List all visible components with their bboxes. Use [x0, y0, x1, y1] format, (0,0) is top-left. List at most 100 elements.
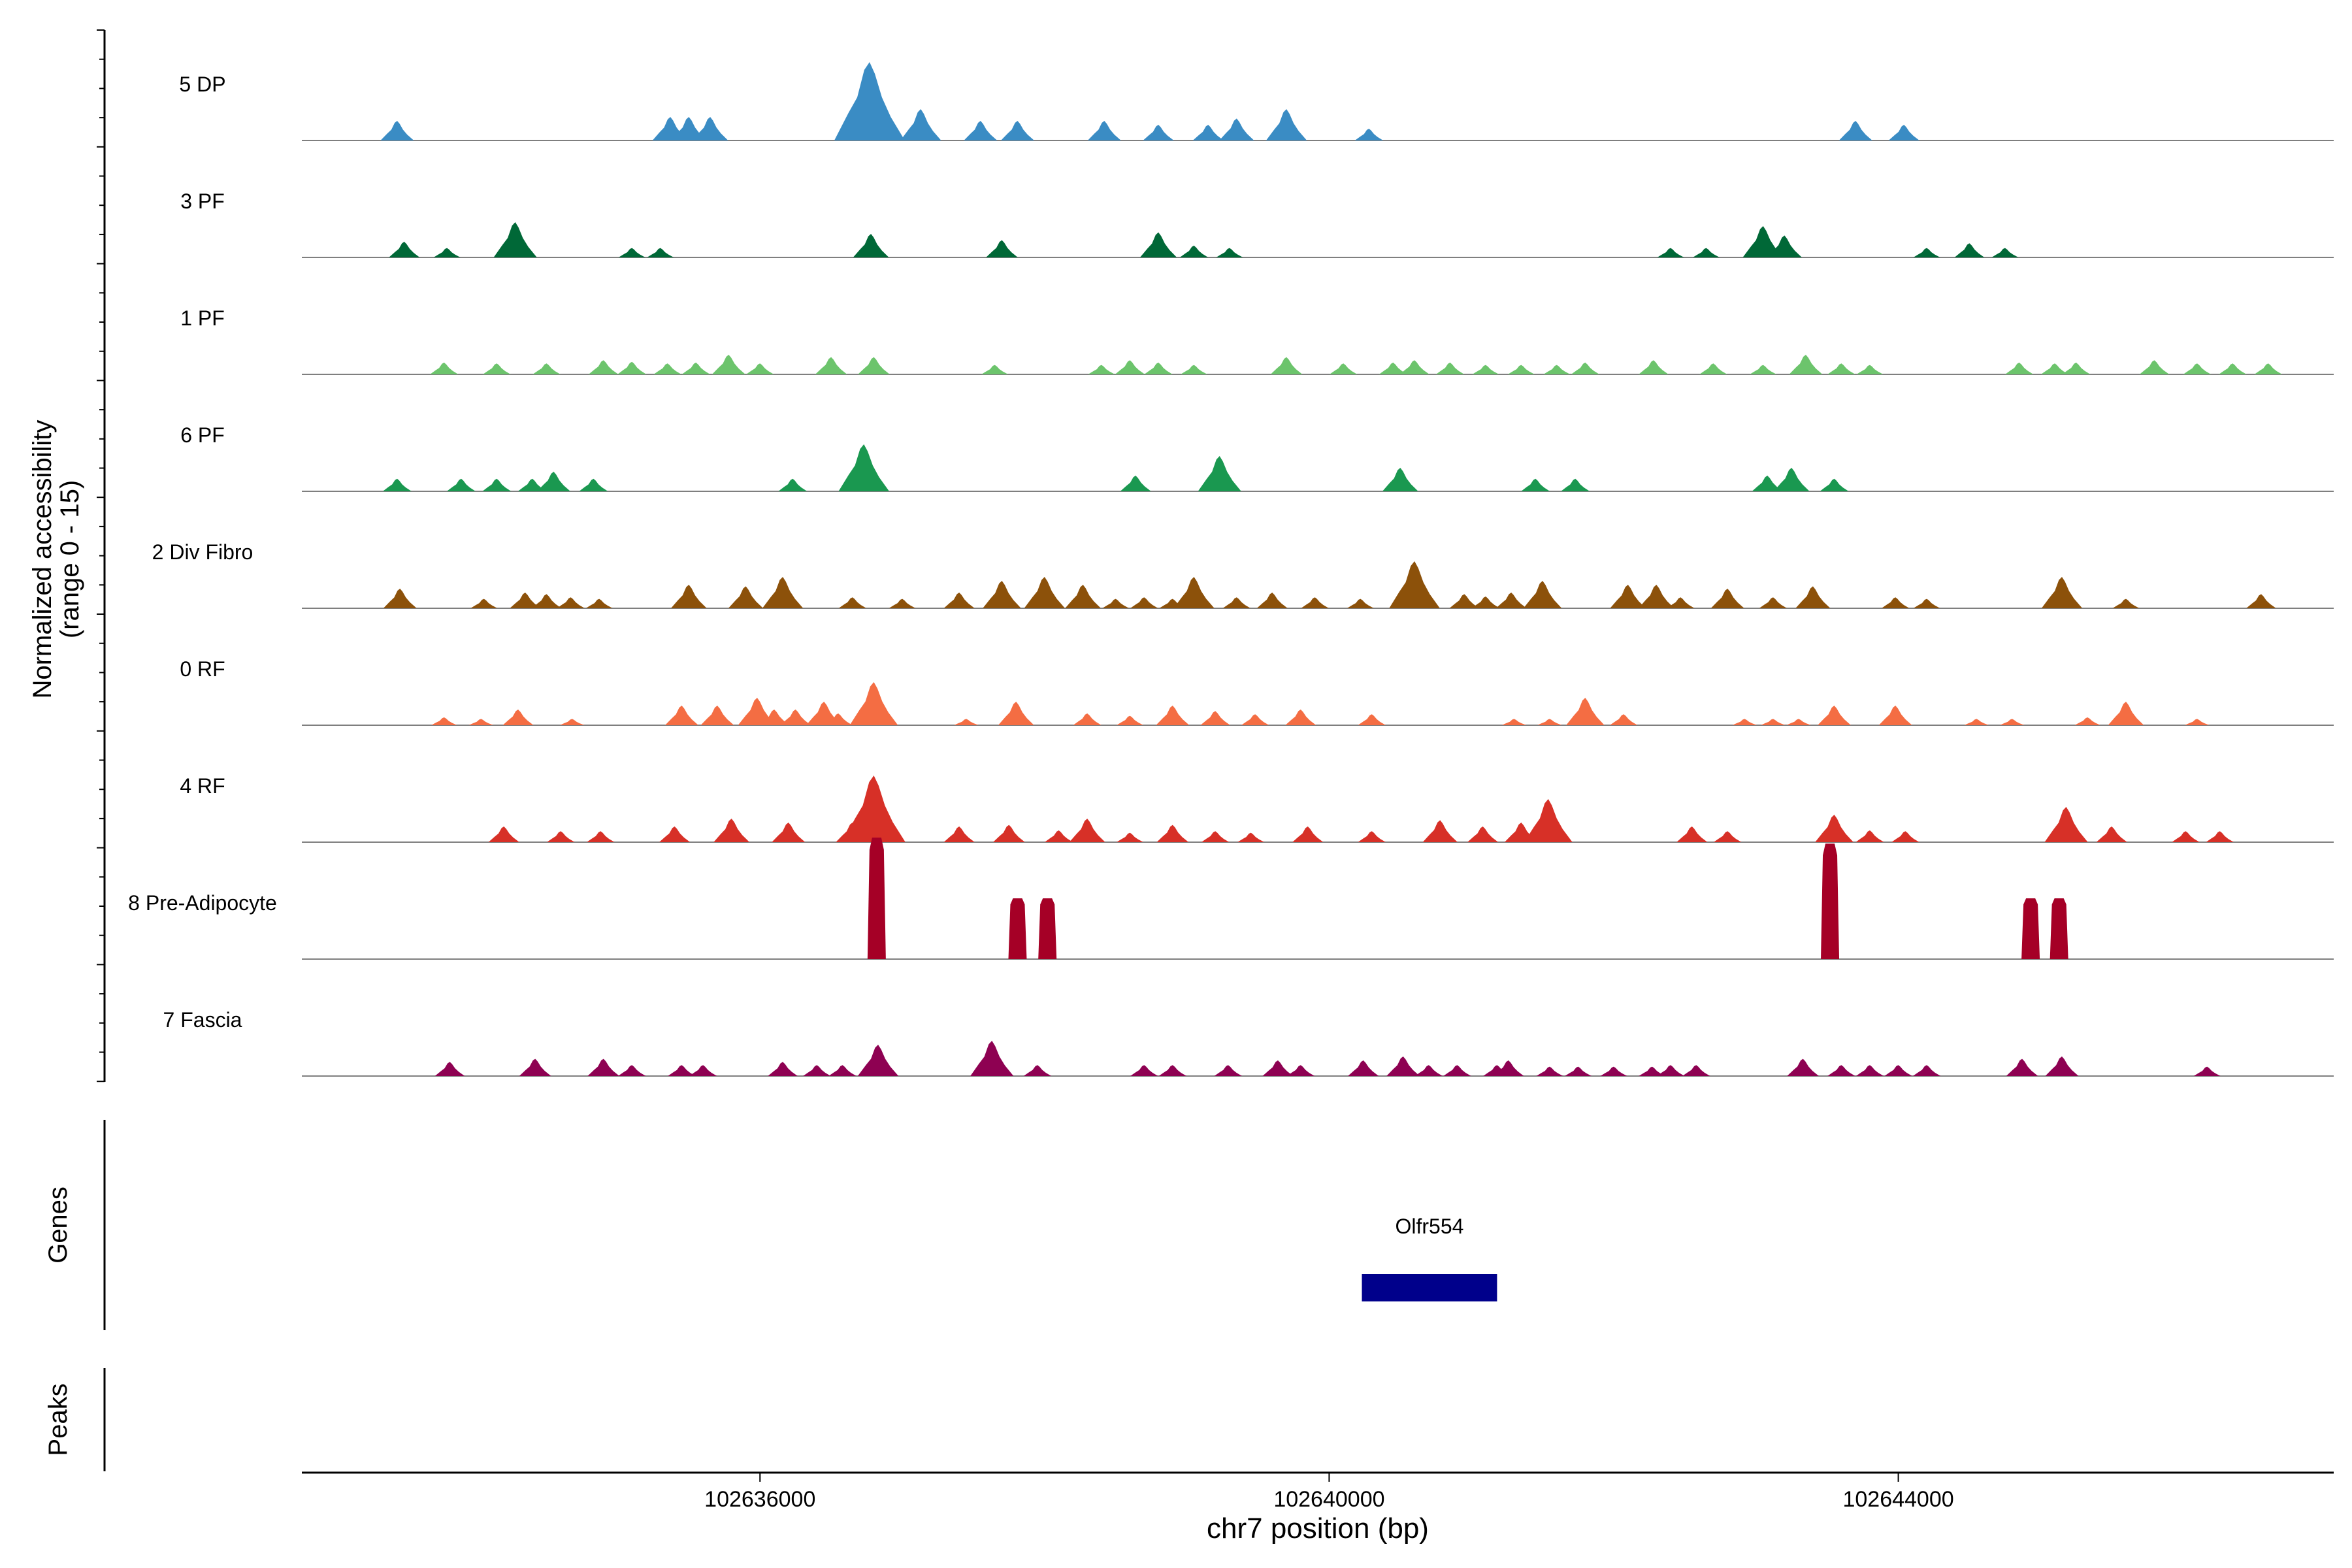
coverage-peak	[579, 478, 608, 491]
coverage-peak	[653, 363, 682, 374]
coverage-peak	[1008, 898, 1027, 959]
coverage-peak	[1501, 719, 1527, 725]
track-label: 5 DP	[179, 73, 225, 96]
coverage-peak	[468, 719, 494, 725]
coverage-peak	[433, 248, 461, 257]
coverage-peak	[1044, 830, 1073, 842]
coverage-peak	[389, 242, 420, 257]
coverage-peak	[1216, 248, 1243, 257]
coverage-peak	[778, 478, 808, 491]
coverage-peak	[700, 706, 734, 725]
coverage-peak	[1237, 832, 1265, 842]
coverage-peak	[1954, 243, 1985, 257]
x-tick-label: 102644000	[1842, 1487, 1953, 1512]
coverage-peak	[531, 594, 562, 608]
coverage-peak	[1827, 1065, 1855, 1076]
track-6: 4 RF	[180, 774, 2334, 843]
coverage-peak	[1667, 597, 1695, 608]
coverage-peak	[587, 831, 615, 842]
gene-label: Olfr554	[1395, 1215, 1463, 1238]
coverage-peak	[1815, 815, 1854, 842]
coverage-peak	[1657, 248, 1684, 257]
track-5: 0 RF	[180, 657, 2334, 726]
coverage-tracks: 5 DP 3 PF 1 PF 6 PF 2 Div Fibro 0 RF 4 RF 8 Pre…	[128, 62, 2334, 1077]
coverage-peak	[838, 597, 867, 608]
coverage-peak	[380, 121, 414, 140]
coverage-peak	[2193, 1066, 2221, 1076]
coverage-peak	[588, 360, 619, 374]
track-label: 0 RF	[180, 657, 225, 681]
coverage-peak	[1827, 363, 1855, 374]
track-label: 6 PF	[180, 423, 225, 447]
coverage-peak	[1821, 843, 1840, 959]
coverage-peak	[618, 248, 645, 257]
coverage-peak	[1521, 478, 1550, 491]
coverage-peak	[1472, 365, 1499, 374]
coverage-peak	[382, 478, 412, 491]
coverage-peak	[1571, 363, 1600, 374]
coverage-peak	[2219, 363, 2247, 374]
coverage-peak	[1262, 1060, 1294, 1076]
coverage-peak	[1639, 1066, 1666, 1076]
coverage-peak	[1999, 719, 2025, 725]
coverage-peak	[1443, 1065, 1471, 1076]
coverage-peak	[470, 598, 498, 608]
coverage-peak	[1566, 698, 1605, 725]
coverage-peak	[1884, 1065, 1912, 1076]
coverage-peak	[1130, 1065, 1158, 1076]
coverage-peak	[1038, 898, 1057, 959]
coverage-peak	[1710, 589, 1744, 608]
x-tick-label: 102636000	[704, 1487, 815, 1512]
coverage-peak	[2074, 717, 2101, 725]
coverage-peak	[1386, 1056, 1420, 1076]
coverage-peak	[1543, 365, 1571, 374]
coverage-peak	[1818, 706, 1852, 725]
coverage-peak	[488, 826, 519, 842]
coverage-peak	[1742, 226, 1784, 257]
coverage-peak	[557, 597, 585, 608]
coverage-peak	[1088, 365, 1115, 374]
coverage-peak	[2062, 363, 2091, 374]
coverage-peak	[803, 1065, 831, 1076]
coverage-peak	[1180, 365, 1208, 374]
coverage-peak	[1143, 125, 1174, 140]
coverage-peak	[1913, 248, 1940, 257]
coverage-peak	[1495, 593, 1527, 608]
coverage-peak	[1179, 246, 1209, 257]
track-7: 8 Pre-Adipocyte	[128, 838, 2334, 960]
coverage-peak	[762, 577, 804, 608]
coverage-peak	[838, 444, 890, 491]
coverage-peak	[964, 121, 998, 140]
coverage-peak	[587, 1058, 620, 1076]
coverage-peak	[780, 710, 811, 725]
coverage-peak	[943, 593, 975, 608]
coverage-peak	[828, 1065, 857, 1076]
coverage-peak	[728, 586, 764, 608]
peaks-panel-label: Peaks	[44, 1383, 73, 1456]
coverage-peak	[1144, 363, 1173, 374]
coverage-peak	[1523, 581, 1562, 608]
coverage-peak	[1913, 598, 1940, 608]
coverage-peak	[2044, 807, 2088, 842]
track-2: 1 PF	[180, 306, 2334, 375]
coverage-peak	[2004, 363, 2034, 374]
coverage-peak	[1564, 1066, 1592, 1076]
coverage-peak	[1732, 719, 1757, 725]
coverage-peak	[1537, 719, 1563, 725]
coverage-peak	[2045, 1056, 2079, 1076]
coverage-peak	[1358, 714, 1386, 725]
coverage-peak	[858, 357, 890, 374]
gene-annotations: Olfr554	[1362, 1215, 1497, 1301]
coverage-peak	[617, 361, 647, 374]
coverage-peak	[519, 1058, 551, 1076]
coverage-peak	[692, 117, 728, 140]
x-tick-label: 102640000	[1273, 1487, 1384, 1512]
coverage-peak	[1065, 585, 1102, 608]
coverage-peak	[1912, 1065, 1941, 1076]
coverage-peak	[502, 710, 534, 725]
coverage-peak	[1414, 1065, 1443, 1076]
coverage-peak	[889, 598, 916, 608]
coverage-peak	[824, 713, 853, 725]
coverage-peak	[1760, 719, 1786, 725]
